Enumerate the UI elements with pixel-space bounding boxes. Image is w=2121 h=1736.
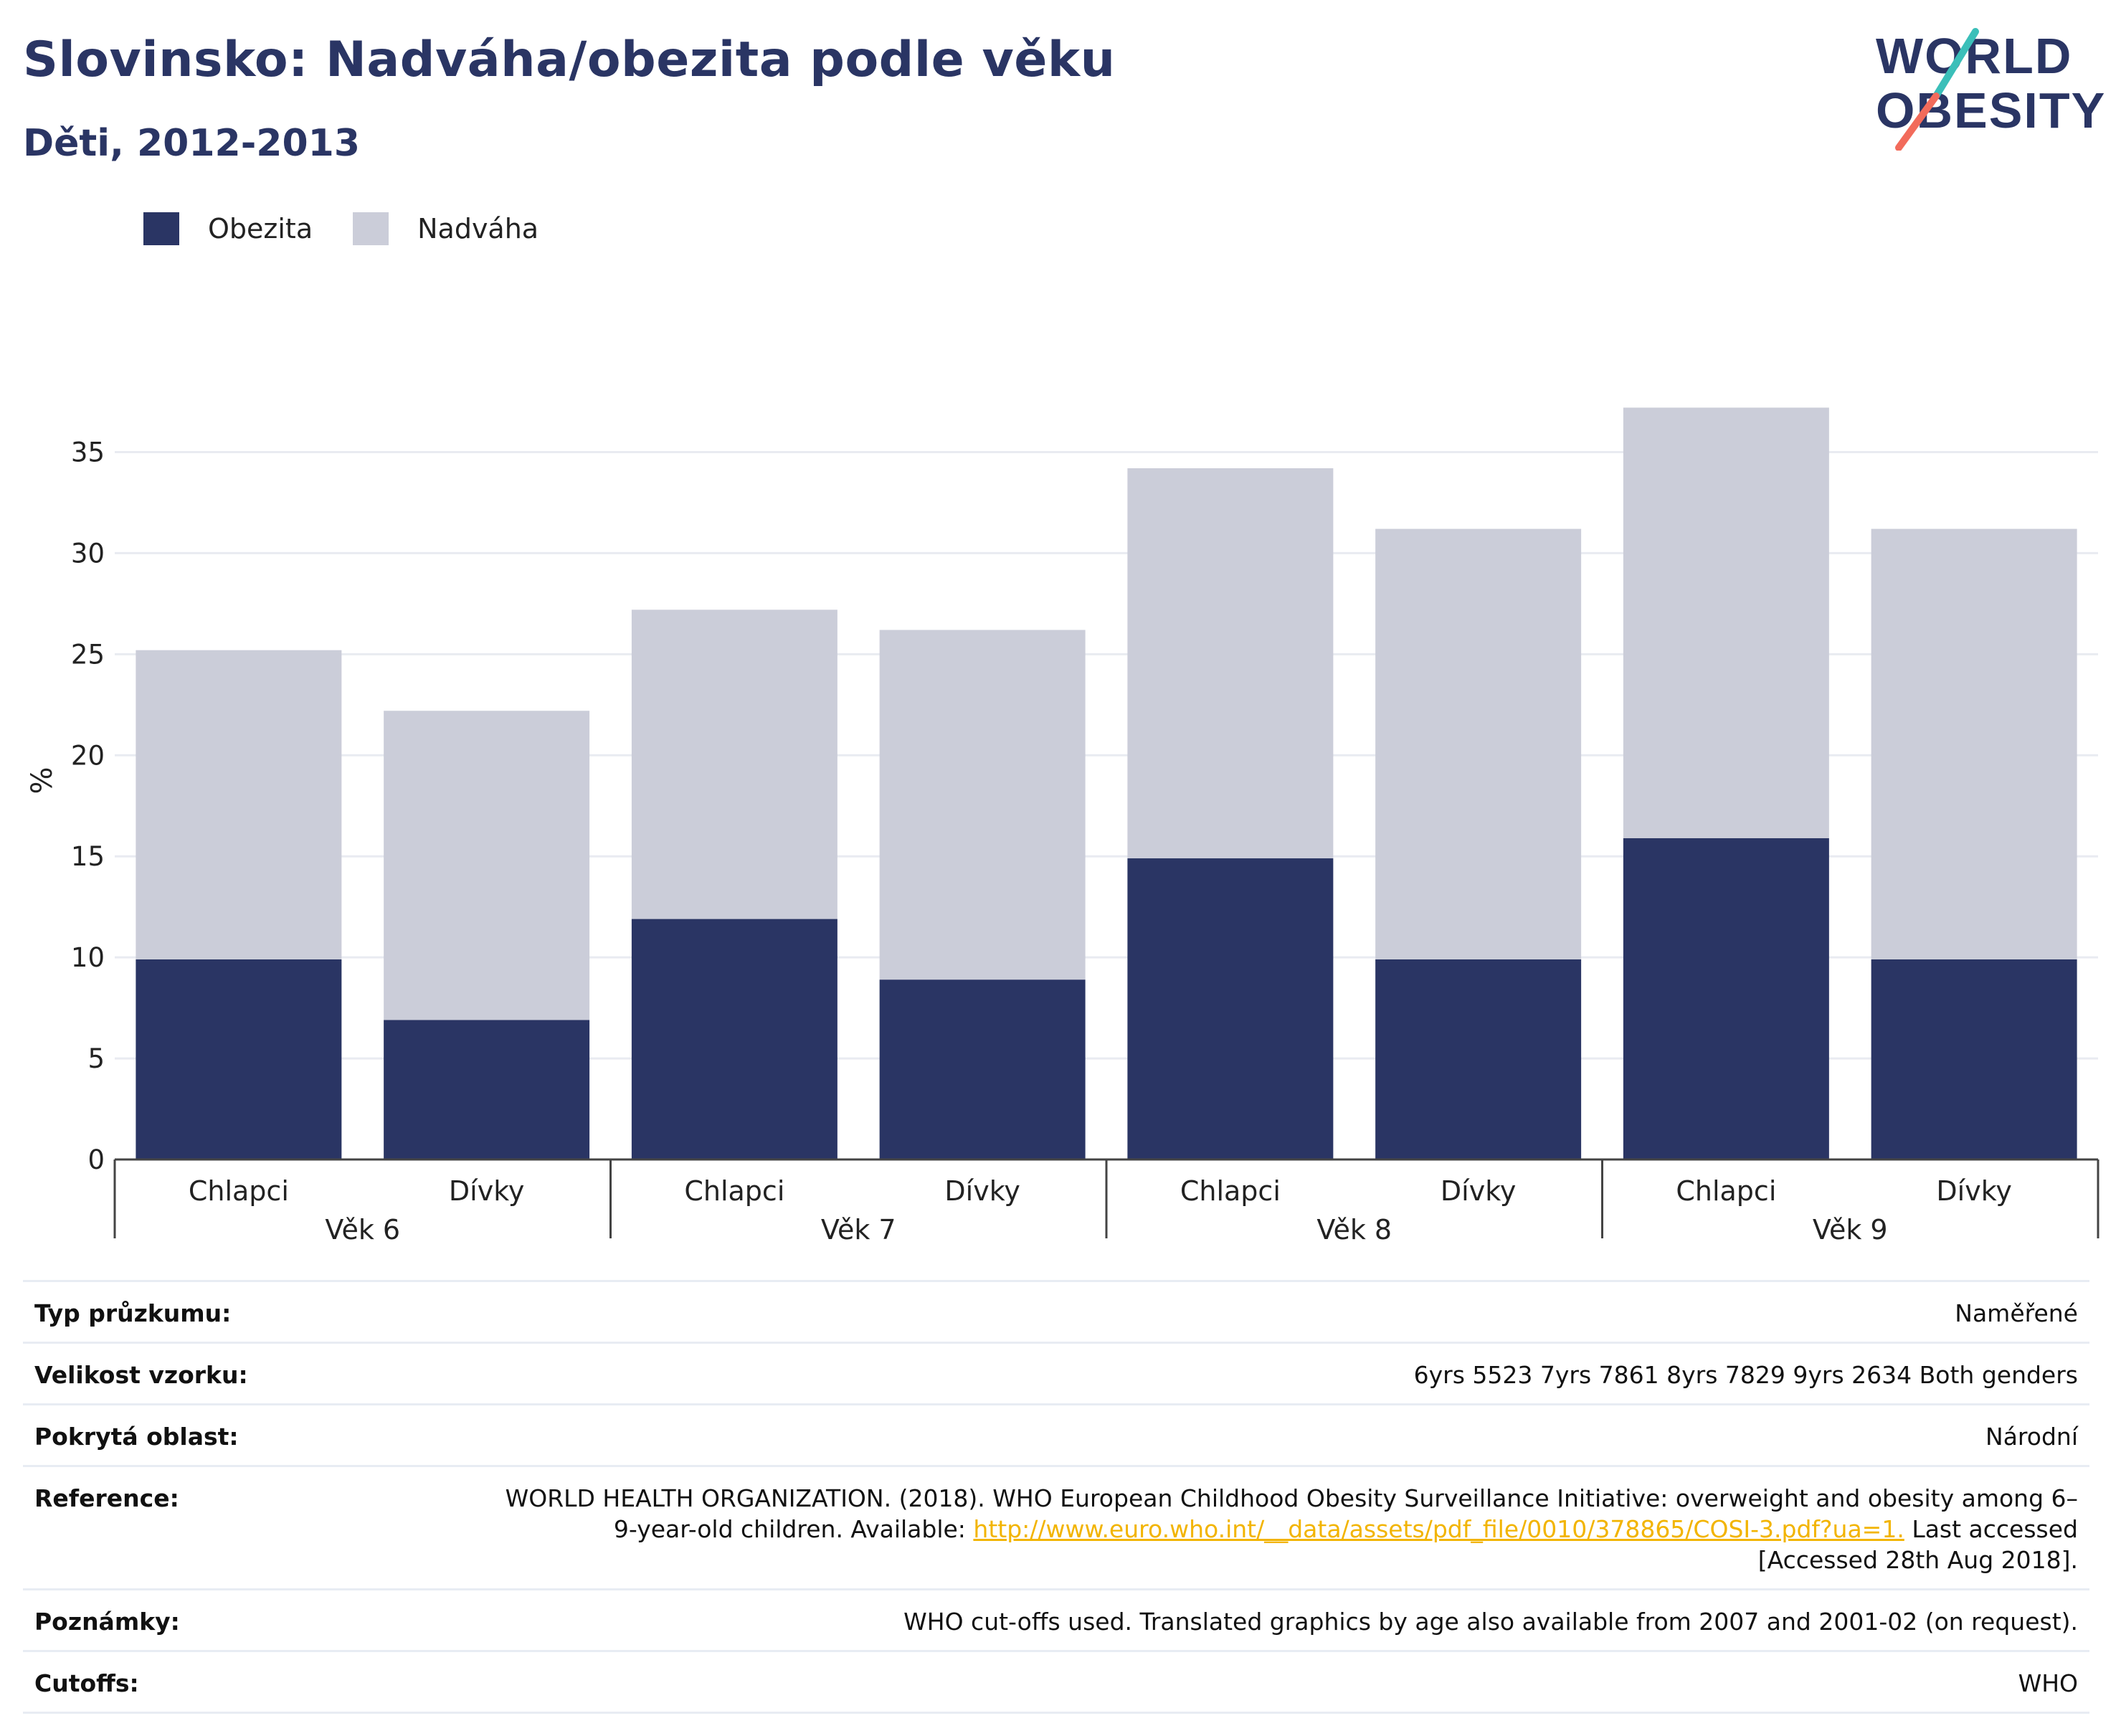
bar-obezita [1375, 959, 1582, 1159]
reference-text-after: Last accessed [Accessed 28th Aug 2018]. [1757, 1515, 2078, 1574]
info-value: Naměřené [1955, 1299, 2078, 1327]
x-tick-label: Dívky [1936, 1175, 2011, 1207]
group-label: Věk 6 [325, 1214, 400, 1246]
info-key: Typ průzkumu: [34, 1299, 232, 1327]
y-tick-label: 20 [71, 740, 105, 771]
legend: Obezita Nadváha [143, 212, 579, 245]
legend-swatch-nadvaha [353, 212, 389, 245]
group-label: Věk 7 [821, 1214, 896, 1246]
info-key: Pokrytá oblast: [34, 1423, 239, 1451]
info-table: Typ průzkumu: Naměřené Velikost vzorku: … [23, 1280, 2089, 1714]
x-tick-label: Dívky [944, 1175, 1020, 1207]
x-tick-label: Chlapci [189, 1175, 289, 1207]
group-label: Věk 8 [1316, 1214, 1392, 1246]
y-tick-label: 10 [71, 942, 105, 973]
x-tick-label: Chlapci [1676, 1175, 1776, 1207]
y-tick-label: 0 [87, 1144, 105, 1175]
bar-nadvaha [1623, 407, 1829, 838]
info-row-reference: Reference: WORLD HEALTH ORGANIZATION. (2… [23, 1465, 2089, 1588]
legend-label-obezita: Obezita [208, 213, 313, 245]
stacked-bar-chart: 0 5 10 15 20 25 30 35% Chlapci Dívky Chlapci Dívky C… [26, 407, 2099, 1246]
y-axis-label: % [26, 767, 59, 794]
info-value-reference: WORLD HEALTH ORGANIZATION. (2018). WHO E… [500, 1483, 2078, 1575]
info-row-sample-size: Velikost vzorku: 6yrs 5523 7yrs 7861 8yr… [23, 1342, 2089, 1403]
legend-item-obezita[interactable]: Obezita [143, 212, 313, 245]
info-row-notes: Poznámky: WHO cut-offs used. Translated … [23, 1588, 2089, 1650]
y-tick-label: 5 [87, 1043, 105, 1074]
bar-obezita [1871, 959, 2077, 1159]
bar-obezita [879, 980, 1086, 1159]
bar-nadvaha [1871, 528, 2077, 959]
bar-nadvaha [136, 650, 342, 959]
bar-obezita [631, 919, 838, 1159]
y-tick-label: 25 [71, 639, 105, 670]
bar-obezita [384, 1020, 590, 1159]
legend-label-nadvaha: Nadváha [417, 213, 539, 245]
legend-swatch-obezita [143, 212, 179, 245]
info-row-survey-type: Typ průzkumu: Naměřené [23, 1280, 2089, 1342]
group-label: Věk 9 [1813, 1214, 1888, 1246]
y-tick-label: 30 [71, 538, 105, 569]
world-obesity-logo: WORLD OBESITY [1876, 28, 2105, 151]
y-tick-label: 35 [71, 437, 105, 468]
bar-obezita [136, 959, 342, 1159]
bar-nadvaha [384, 711, 590, 1020]
logo-slash-coral [1895, 93, 1940, 151]
bar-nadvaha [1375, 528, 1582, 959]
legend-item-nadvaha[interactable]: Nadváha [353, 212, 538, 245]
bar-obezita [1127, 858, 1334, 1159]
chart-subtitle: Děti, 2012-2013 [23, 122, 361, 165]
bar-nadvaha [879, 630, 1086, 980]
y-tick-label: 15 [71, 841, 105, 872]
reference-link[interactable]: http://www.euro.who.int/__data/assets/pd… [973, 1515, 1904, 1543]
info-value: WHO [2018, 1669, 2078, 1697]
reference-text: WORLD HEALTH ORGANIZATION. (2018). WHO E… [505, 1484, 2078, 1543]
bar-obezita [1623, 838, 1829, 1159]
logo-slash-teal [1932, 28, 1979, 100]
x-tick-label: Chlapci [1180, 1175, 1281, 1207]
x-tick-label: Dívky [1441, 1175, 1516, 1207]
info-key: Velikost vzorku: [34, 1361, 248, 1389]
info-value: 6yrs 5523 7yrs 7861 8yrs 7829 9yrs 2634 … [1413, 1361, 2078, 1389]
info-row-cutoffs: Cutoffs: WHO [23, 1650, 2089, 1714]
x-tick-label: Chlapci [684, 1175, 784, 1207]
info-value: WHO cut-offs used. Translated graphics b… [903, 1608, 2078, 1636]
info-value: Národní [1985, 1423, 2078, 1451]
info-row-area-covered: Pokrytá oblast: Národní [23, 1403, 2089, 1465]
x-tick-label: Dívky [449, 1175, 524, 1207]
info-key: Reference: [34, 1484, 179, 1512]
bar-nadvaha [631, 610, 838, 919]
chart-title: Slovinsko: Nadváha/obezita podle věku [23, 32, 1116, 88]
bar-nadvaha [1127, 468, 1334, 859]
info-key: Cutoffs: [34, 1669, 139, 1697]
info-key: Poznámky: [34, 1608, 180, 1636]
